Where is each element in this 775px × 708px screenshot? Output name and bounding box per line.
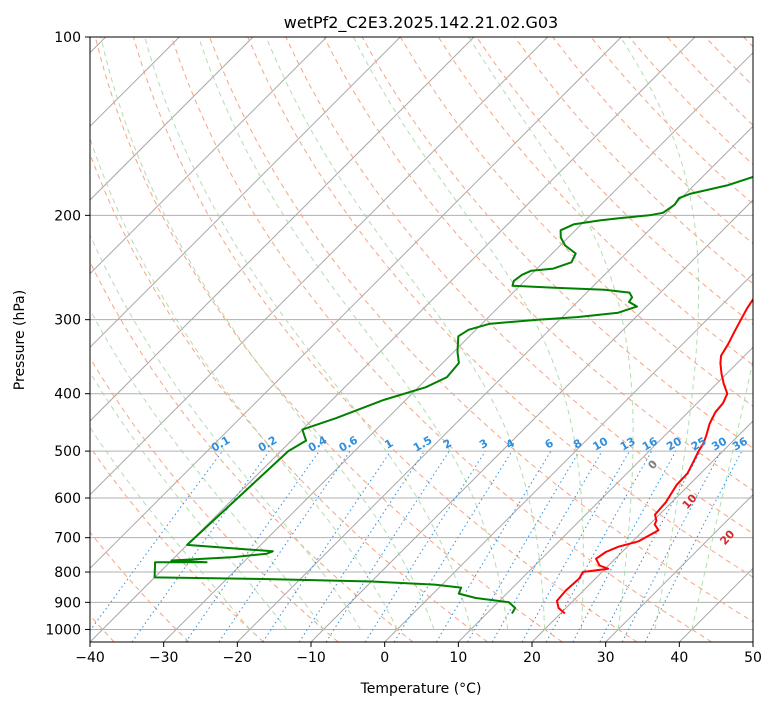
x-tick-label: −30: [149, 650, 179, 666]
y-tick-label: 900: [54, 595, 81, 611]
isotherm-line: [531, 420, 753, 642]
dry-adiabat-label: 0: [645, 457, 660, 472]
mixing-ratio-line: [364, 450, 486, 642]
isotherm-line: [90, 37, 401, 349]
isotherm-line: [90, 37, 622, 570]
dry-adiabat-line: [94, 37, 563, 642]
moist-adiabat-line: [144, 37, 472, 630]
isotherm-line: [163, 51, 753, 642]
dry-adiabat-line: [590, 37, 753, 205]
mixing-ratio-line: [393, 450, 513, 642]
mixing-ratio-line: [298, 450, 425, 642]
moist-adiabat-line: [90, 371, 288, 630]
mixing-ratio-line: [185, 450, 320, 642]
sounding-profiles: [153, 175, 753, 615]
mixing-ratio-line: [572, 450, 677, 642]
dry-adiabat-label: 30: [763, 556, 775, 576]
plot-frame: [89, 36, 754, 643]
y-tick-label: 400: [54, 387, 81, 403]
x-tick-label: 50: [744, 650, 762, 666]
dry-adiabat-line: [90, 531, 190, 642]
y-tick-label: 600: [54, 491, 81, 507]
mixing-ratio-label: 2: [441, 437, 454, 452]
mixing-ratio-line: [325, 450, 450, 642]
mixing-ratio-line: [262, 450, 392, 642]
y-tick-label: 500: [54, 444, 81, 460]
dry-adiabat-line: [90, 446, 264, 642]
isotherm-line: [90, 37, 328, 275]
isotherm-line: [236, 125, 753, 642]
moist-adiabat-line: [90, 426, 251, 630]
x-tick-label: 30: [597, 650, 615, 666]
dry-adiabat-label: 10: [680, 491, 700, 511]
x-tick-label: −40: [75, 650, 105, 666]
y-tick-label: 200: [54, 208, 81, 224]
mixing-ratio-line: [435, 450, 552, 642]
dry-adiabat-line: [90, 152, 488, 642]
x-tick-label: −10: [296, 650, 326, 666]
x-tick-label: 20: [523, 650, 541, 666]
moist-adiabat-line: [198, 37, 509, 630]
dry-adiabat-line: [247, 37, 753, 578]
moist-adiabat-line: [353, 37, 584, 630]
isotherm-line: [310, 199, 753, 642]
isotherm-line: [752, 641, 753, 642]
moist-adiabat-line: [691, 358, 753, 630]
moist-adiabat-line: [90, 136, 398, 630]
mixing-ratio-line: [467, 450, 580, 642]
x-tick-label: 10: [449, 650, 467, 666]
y-axis-label: Pressure (hPa): [12, 290, 28, 390]
moist-adiabat-line: [265, 37, 546, 630]
dry-adiabat-line: [209, 37, 753, 623]
moist-adiabat-line: [468, 37, 634, 630]
dry-adiabat-line: [90, 260, 414, 642]
dry-adiabat-line: [399, 37, 753, 407]
mixing-ratio-line: [599, 450, 701, 642]
moist-adiabat-line: [100, 37, 435, 630]
x-tick-label: −20: [223, 650, 253, 666]
isotherm-line: [90, 37, 549, 496]
mixing-ratio-line: [218, 450, 351, 642]
x-tick-label: 0: [380, 650, 389, 666]
isotherm-line: [384, 272, 753, 642]
dry-adiabat-line: [514, 37, 753, 285]
dry-adiabat-line: [90, 356, 339, 642]
mixing-ratio-line: [545, 450, 653, 642]
moist-adiabat-line: [620, 37, 700, 630]
isotherm-line: [457, 346, 753, 642]
y-axis: 1000 900 800 700 600 500 400 300 200 100: [45, 30, 90, 638]
isotherm-line: [90, 37, 696, 642]
dewpoint-profile-line: [153, 175, 753, 615]
x-tick-label: 40: [670, 650, 688, 666]
dry-adiabat-line: [666, 37, 753, 126]
reference-line-labels: 0.10.20.40.611.52346810131620253036-100-…: [209, 433, 775, 576]
isotherm-line: [605, 493, 753, 642]
y-tick-label: 300: [54, 313, 81, 329]
isotherm-line: [90, 37, 254, 201]
dry-adiabat-line: [132, 37, 638, 642]
mixing-ratio-label: 3: [477, 437, 490, 452]
dry-adiabat-label: 20: [717, 527, 737, 547]
mixing-ratio-label: 6: [543, 436, 556, 451]
dry-adiabat-line: [552, 37, 753, 245]
dry-adiabat-line: [171, 37, 712, 642]
dry-adiabat-line: [361, 37, 753, 449]
isotherm-line: [678, 567, 753, 642]
y-tick-label: 800: [54, 565, 81, 581]
x-axis-label: Temperature (°C): [360, 681, 482, 697]
x-axis: −40 −30 −20 −10 0 10 20 30 40 50: [75, 642, 762, 666]
chart-title: wetPf2_C2E3.2025.142.21.02.G03: [284, 13, 558, 33]
isotherm-line: [90, 37, 475, 422]
y-tick-label: 700: [54, 531, 81, 547]
mixing-ratio-label: 4: [504, 436, 517, 451]
dry-adiabat-line: [743, 37, 753, 48]
dry-adiabat-line: [704, 37, 753, 87]
y-tick-label: 1000: [45, 622, 81, 638]
y-tick-label: 100: [54, 30, 81, 46]
temperature-profile-line: [555, 297, 753, 615]
moist-adiabat-line: [90, 233, 361, 630]
background-lines: [90, 37, 753, 642]
